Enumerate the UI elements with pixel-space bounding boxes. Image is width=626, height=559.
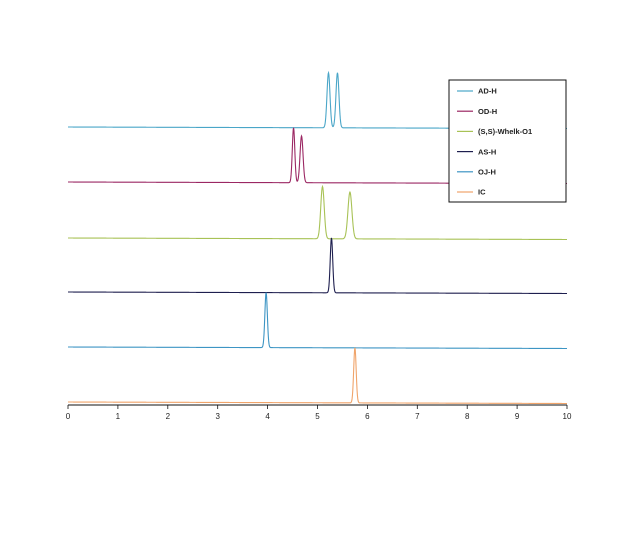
x-axis: 0 1 2 3 4 5 6 7 8 9 10 <box>66 404 572 421</box>
legend-label-2: OD-H <box>478 107 497 116</box>
trace-line-5 <box>68 292 567 350</box>
x-tick-label-6: 6 <box>365 412 370 421</box>
x-tick-label-7: 7 <box>415 412 420 421</box>
x-tick-label-0: 0 <box>66 412 71 421</box>
legend-label-5: OJ-H <box>478 168 496 177</box>
legend-label-6: IC <box>478 188 486 197</box>
x-tick-label-2: 2 <box>166 412 171 421</box>
x-tick-label-4: 4 <box>265 412 270 421</box>
trace-line-6 <box>68 347 567 405</box>
trace-6 <box>68 346 567 405</box>
x-tick-label-1: 1 <box>116 412 121 421</box>
trace-4 <box>68 236 567 295</box>
x-tick-label-10: 10 <box>563 412 572 421</box>
legend-box <box>448 79 567 203</box>
legend-label-1: AD-H <box>478 87 497 96</box>
trace-5 <box>68 291 567 350</box>
trace-line-4 <box>68 237 567 295</box>
legend: AD-H OD-H (S,S)-Whelk-O1 AS-H OJ-H IC <box>448 79 567 203</box>
x-tick-label-8: 8 <box>465 412 470 421</box>
x-tick-label-5: 5 <box>315 412 320 421</box>
trace-3 <box>68 184 567 241</box>
x-tick-label-3: 3 <box>215 412 220 421</box>
legend-label-4: AS-H <box>478 147 496 156</box>
legend-label-3: (S,S)-Whelk-O1 <box>478 127 532 136</box>
trace-line-3 <box>68 184 567 241</box>
x-tick-label-9: 9 <box>515 412 520 421</box>
